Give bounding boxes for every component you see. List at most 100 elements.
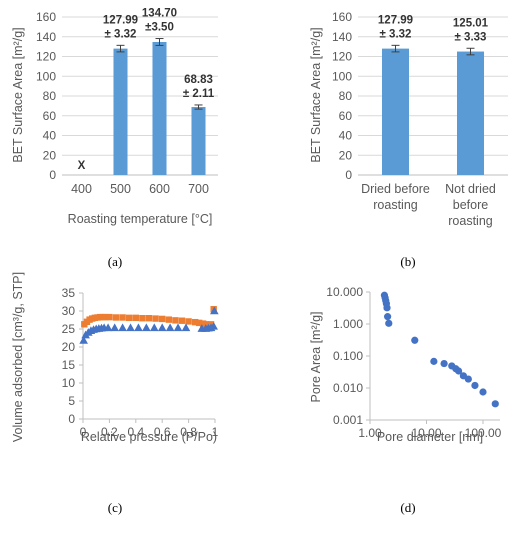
panel-b-x-tick-label: Dried before — [361, 182, 430, 196]
panel-b-y-tick-label: 40 — [339, 129, 353, 143]
panel-a-x-tick-label: 700 — [188, 182, 209, 196]
panel-b-label: (b) — [400, 254, 415, 269]
panel-c-point-triangle — [173, 323, 183, 332]
panel-c-y-tick-label: 15 — [62, 358, 76, 372]
panel-d-point — [464, 375, 472, 383]
panel-c-point-square — [185, 318, 192, 325]
panel-a-data-label: 68.83 — [184, 74, 213, 86]
panel-c-point-square — [139, 315, 146, 322]
panel-b-data-label: ± 3.33 — [455, 31, 487, 43]
panel-a-data-label: 134.70 — [142, 8, 177, 20]
panel-c-point-square — [119, 314, 126, 321]
panel-b-x-tick-label: before — [453, 198, 488, 212]
panel-d-point — [383, 304, 391, 312]
panel-b-y-tick-label: 0 — [345, 168, 352, 182]
panel-c-point-triangle — [142, 323, 151, 332]
panel-b-y-axis-label: BET Surface Area [m²/g] — [309, 27, 323, 162]
panel-c-point-triangle — [134, 323, 143, 332]
panel-c-point-square — [192, 318, 199, 326]
panel-c-point-square — [106, 313, 113, 321]
panel-a-bar — [152, 41, 167, 175]
panel-c-y-tick-label: 5 — [68, 394, 75, 408]
panel-d-x-axis-label: Pore diameter [nm] — [377, 430, 483, 444]
panel-a-bar — [191, 107, 206, 175]
panel-c-point-square — [102, 313, 109, 321]
panel-d-x-tick-label: 100.00 — [465, 426, 502, 440]
panel-b-bar — [457, 51, 484, 175]
panel-b-y-tick-label: 140 — [332, 30, 352, 44]
panel-d-y-tick-label: 0.010 — [333, 381, 363, 395]
panel-b-x-tick-label: Not dried — [445, 182, 496, 196]
panel-d-y-tick-label: 0.001 — [333, 413, 363, 427]
panel-b-data-label: 125.01 — [453, 17, 489, 29]
panel-b-y-tick-label: 160 — [332, 10, 352, 24]
panel-b-y-tick-label: 120 — [332, 50, 352, 64]
panel-d-y-axis-label: Pore Area [m²/g] — [309, 311, 323, 402]
panel-c-y-tick-label: 30 — [62, 304, 76, 318]
panel-b-x-tick-label: roasting — [373, 198, 418, 212]
panel-a-bar — [113, 48, 128, 175]
panel-c-x-tick-label: 0.8 — [180, 425, 197, 439]
panel-d-y-tick-label: 0.100 — [333, 349, 363, 363]
chart-a: BET Surface Area [m²/g] Roasting tempera… — [11, 8, 218, 269]
panel-c-point-square — [165, 316, 172, 323]
panel-a-y-tick-label: 140 — [36, 30, 56, 44]
panel-c-y-tick-label: 25 — [62, 322, 76, 336]
panel-d-point — [454, 367, 463, 375]
panel-c-point-triangle — [157, 323, 167, 332]
panel-b-y-tick-label: 80 — [339, 89, 353, 103]
panel-c-point-triangle — [126, 323, 135, 332]
panel-d-y-tick-label: 1.000 — [333, 317, 363, 331]
panel-c-point-triangle — [79, 336, 88, 344]
panel-c-x-tick-label: 0 — [80, 425, 87, 439]
panel-d-y-tick-label: 10.000 — [326, 285, 363, 299]
panel-c-point-square — [195, 319, 203, 327]
panel-a-y-tick-label: 0 — [49, 168, 56, 182]
panel-a-y-tick-label: 80 — [43, 89, 57, 103]
panel-c-point-triangle — [181, 323, 191, 332]
panel-a-x-axis-label: Roasting temperature [°C] — [68, 212, 213, 226]
panel-c-point-square — [178, 317, 186, 324]
panel-a-y-tick-label: 120 — [36, 50, 56, 64]
panel-d-point — [491, 400, 499, 408]
panel-b-x-tick-label: roasting — [448, 214, 493, 228]
panel-c-point-triangle — [149, 323, 159, 332]
panel-c-x-tick-label: 1 — [212, 425, 219, 439]
panel-c-point-triangle — [118, 323, 127, 332]
panel-c-point-square — [145, 315, 153, 322]
panel-a-x-tick-label: 500 — [110, 182, 131, 196]
panel-a-y-tick-label: 60 — [43, 109, 57, 123]
panel-c-y-tick-label: 35 — [62, 286, 76, 300]
panel-a-data-label: ± 3.32 — [105, 28, 137, 40]
panel-c-point-square — [126, 314, 133, 322]
panel-c-x-tick-label: 0.2 — [101, 425, 118, 439]
panel-b-data-label: ± 3.32 — [380, 28, 412, 40]
panel-a-data-label: X — [78, 160, 86, 172]
panel-b-y-tick-label: 100 — [332, 69, 352, 83]
panel-d-label: (d) — [400, 500, 415, 515]
panel-c-label: (c) — [108, 500, 122, 515]
panel-c-x-tick-label: 0.6 — [154, 425, 171, 439]
panel-a-y-axis-label: BET Surface Area [m²/g] — [11, 27, 25, 162]
panel-d-point — [411, 336, 419, 344]
panel-c-x-axis-label: Relative pressure (P/Po) — [81, 430, 217, 444]
panel-a-data-label: ± 2.11 — [183, 88, 215, 100]
panel-c-y-tick-label: 0 — [68, 412, 75, 426]
panel-a-y-tick-label: 160 — [36, 10, 56, 24]
panel-d-point — [471, 381, 479, 390]
panel-a-data-label: 127.99 — [103, 14, 138, 26]
panel-c-point-square — [152, 315, 159, 322]
panel-c-point-triangle — [209, 321, 218, 330]
panel-d-x-tick-label: 10.00 — [411, 426, 441, 440]
panel-c-point-triangle — [103, 323, 113, 332]
panel-c-y-axis-label: Volume adsorbed [cm³/g, STP] — [11, 272, 25, 442]
panel-a-y-tick-label: 40 — [43, 129, 57, 143]
panel-d-x-tick-label: 1.00 — [358, 426, 382, 440]
panel-a-y-tick-label: 20 — [43, 148, 57, 162]
panel-d-point — [479, 388, 487, 396]
panel-c-point-square — [172, 317, 179, 324]
chart-d: Pore Area [m²/g] Pore diameter [nm] (d) … — [309, 285, 502, 515]
panel-d-point — [430, 357, 438, 365]
panel-b-y-tick-label: 60 — [339, 109, 353, 123]
